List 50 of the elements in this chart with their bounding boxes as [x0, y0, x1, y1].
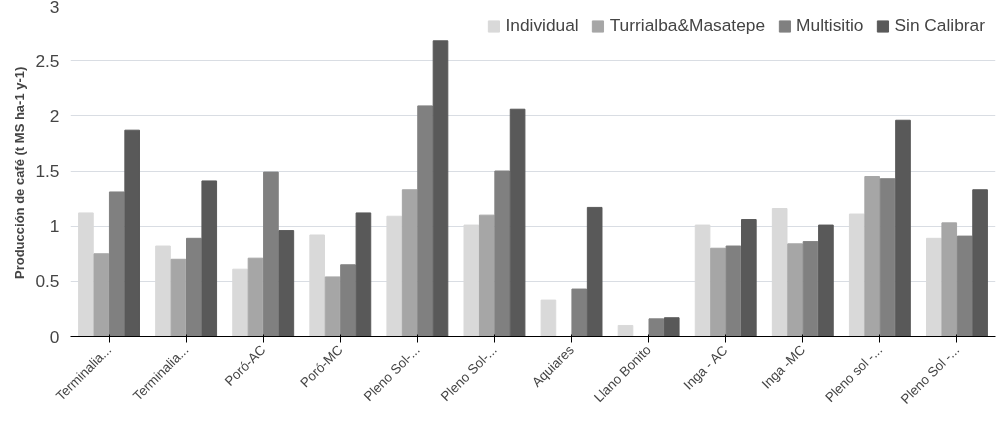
- bar: [263, 171, 279, 337]
- y-tick-label: 0: [49, 326, 60, 347]
- legend-label: Sin Calibrar: [894, 15, 985, 36]
- legend-label: Individual: [505, 15, 579, 36]
- bar: [494, 170, 510, 337]
- bar: [864, 176, 880, 337]
- bar: [509, 108, 526, 337]
- bar: [201, 180, 218, 337]
- bar: [93, 253, 110, 337]
- bar: [818, 224, 834, 337]
- bar: [571, 288, 588, 337]
- bar: [710, 247, 726, 337]
- bar: [956, 235, 973, 337]
- bar: [417, 105, 433, 337]
- bar: [879, 178, 896, 337]
- y-tick-label: 3: [49, 0, 60, 17]
- bar: [247, 257, 264, 337]
- bar: [586, 206, 603, 337]
- bar: [972, 189, 988, 337]
- bar: [663, 317, 680, 337]
- y-tick-label: 1: [49, 216, 60, 237]
- bar: [741, 219, 757, 337]
- x-tick-label: Inga -MC: [758, 341, 809, 392]
- bar: [787, 243, 803, 337]
- bar: [802, 241, 819, 337]
- legend-label: Turrialba&Masatepe: [609, 15, 766, 36]
- bar: [340, 264, 356, 337]
- legend-label: Multisitio: [796, 15, 864, 36]
- y-tick-label: 0.5: [35, 271, 60, 292]
- bar: [355, 212, 372, 337]
- bar: [617, 324, 634, 337]
- y-axis-title: Producción de café (t MS ha-1 y-1): [12, 66, 28, 279]
- y-tick-label: 1.5: [35, 161, 60, 181]
- bar: [540, 299, 557, 337]
- bar: [895, 119, 911, 337]
- bar: [278, 230, 295, 337]
- bar: [124, 129, 140, 337]
- bar: [725, 245, 742, 337]
- bar: [941, 222, 958, 337]
- bar: [648, 318, 665, 337]
- bar: [108, 191, 125, 337]
- bar: [324, 276, 341, 337]
- y-tick-label: 2: [49, 105, 60, 126]
- bar: [478, 214, 495, 337]
- x-tick-label: Inga - AC: [680, 342, 731, 393]
- bar: [170, 258, 187, 337]
- y-tick-label: 2.5: [35, 50, 60, 71]
- bar: [432, 40, 449, 337]
- bar: [186, 237, 202, 337]
- bar: [401, 189, 418, 337]
